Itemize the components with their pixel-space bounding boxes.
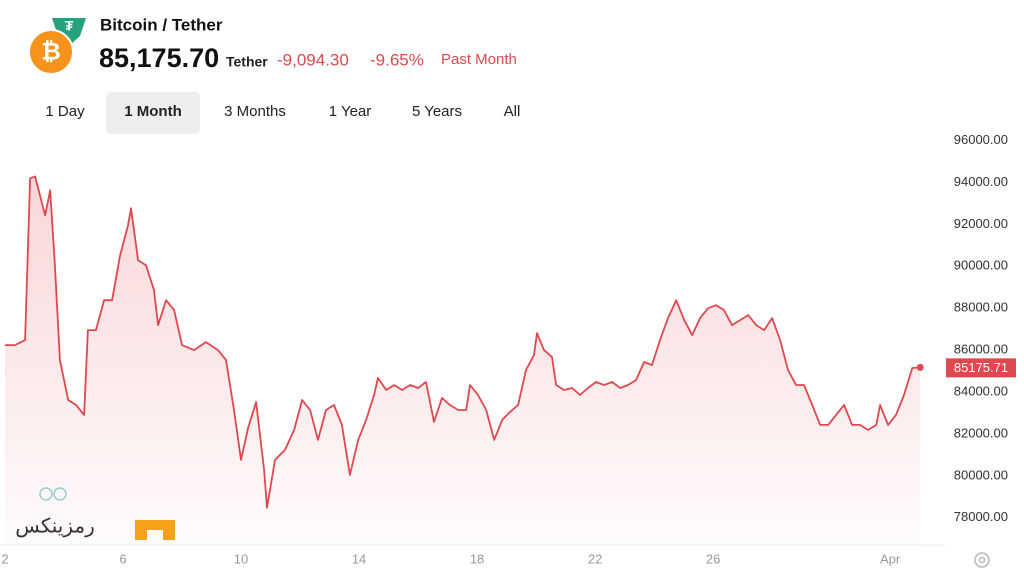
y-tick-label: 80000.00 <box>954 467 1008 482</box>
price-line <box>5 175 921 509</box>
y-tick-label: 90000.00 <box>954 258 1008 273</box>
tab[interactable]: 1 Year <box>329 103 372 120</box>
tab-active-bg <box>106 92 200 134</box>
area-fill <box>5 176 921 545</box>
x-tick-label: 2 <box>1 551 8 566</box>
y-tick-label: 96000.00 <box>954 132 1008 147</box>
plot: 78000.00 80000.00 82000.00 84000.00 86000.00… <box>0 132 1016 566</box>
tab[interactable]: All <box>504 103 521 120</box>
y-tick-label: 92000.00 <box>954 216 1008 231</box>
y-tick-label: 84000.00 <box>954 383 1008 398</box>
x-tick-label: Apr <box>880 551 901 566</box>
x-tick-label: 22 <box>588 551 602 566</box>
y-tick-label: 94000.00 <box>954 174 1008 189</box>
y-tick-label: 86000.00 <box>954 342 1008 357</box>
x-tick-label: 10 <box>234 551 248 566</box>
price: 85,175.70 <box>99 43 219 73</box>
watermark-text: رمزینکس <box>15 515 95 537</box>
x-tick-label: 6 <box>119 551 126 566</box>
y-tick-label: 82000.00 <box>954 425 1008 440</box>
last-point <box>916 363 924 371</box>
y-tick-label: 88000.00 <box>954 300 1008 315</box>
last-price-badge <box>946 358 1016 378</box>
change: -9,094.30 <box>277 50 349 69</box>
unit: Tether <box>226 54 268 70</box>
period: Past Month <box>441 51 517 68</box>
svg-text:₮: ₮ <box>65 18 74 34</box>
x-tick-label: 26 <box>706 551 720 566</box>
last-price-label: 85175.71 <box>954 360 1008 375</box>
coin-icons: ₮ ₿ <box>28 18 86 75</box>
y-tick-label: 78000.00 <box>954 509 1008 524</box>
tab[interactable]: 5 Years <box>412 103 462 120</box>
watermark: رمزینکس <box>15 487 175 540</box>
x-tick-label: 14 <box>352 551 366 566</box>
pair-title: Bitcoin / Tether <box>100 15 223 34</box>
tab[interactable]: 1 Month <box>124 103 182 120</box>
change-percent: -9.65% <box>370 50 424 69</box>
tabs: 1 Day 1 Month 3 Months 1 Year 5 Years All <box>45 92 520 134</box>
settings-icon[interactable] <box>974 552 990 568</box>
svg-text:₿: ₿ <box>41 38 61 65</box>
tab[interactable]: 3 Months <box>224 103 286 120</box>
x-tick-label: 18 <box>470 551 484 566</box>
tab[interactable]: 1 Day <box>45 103 85 120</box>
